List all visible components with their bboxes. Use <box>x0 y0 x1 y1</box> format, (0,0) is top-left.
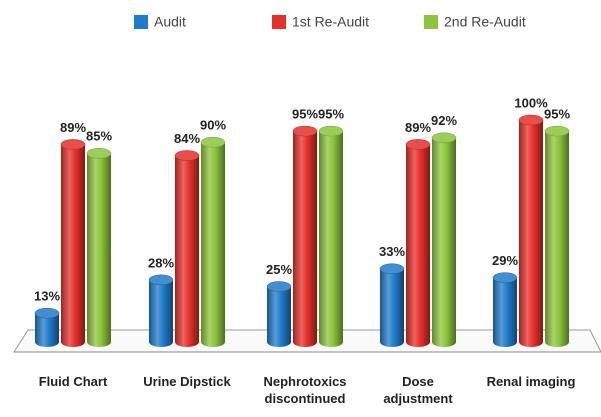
bar-body <box>319 131 343 342</box>
bar-base <box>35 337 59 347</box>
data-label: 100% <box>514 95 548 110</box>
data-label: 90% <box>200 118 226 133</box>
data-label: 95% <box>318 107 344 122</box>
bar-base <box>380 337 404 347</box>
data-label: 33% <box>379 244 405 259</box>
bar-cap <box>148 274 174 286</box>
x-tick-label: Renal imaging <box>486 374 576 389</box>
bar-cap <box>379 263 405 274</box>
data-label: 89% <box>60 120 86 135</box>
bar <box>379 263 405 347</box>
bar-body <box>61 144 85 342</box>
bar-cap <box>60 139 86 150</box>
bar-cap <box>544 125 570 137</box>
legend-swatch <box>424 15 438 29</box>
bar-base <box>432 337 456 347</box>
bar-base <box>319 337 343 347</box>
data-label: 13% <box>34 289 60 304</box>
bar-body <box>175 155 199 342</box>
x-tick-label: Fluid Chart <box>38 374 108 389</box>
x-tick-label: Urine Dipstick <box>143 374 231 389</box>
bar-base <box>519 337 543 347</box>
bar <box>148 274 174 347</box>
data-label: 85% <box>86 129 112 144</box>
data-label: 95% <box>292 107 318 122</box>
legend-label: 2nd Re-Audit <box>444 14 526 30</box>
bar-body <box>267 286 291 342</box>
bar-base <box>545 337 569 347</box>
bar-cap <box>292 125 318 137</box>
bar-base <box>406 337 430 347</box>
bar <box>266 281 292 347</box>
bar-base <box>267 337 291 347</box>
bar-body <box>406 144 430 342</box>
bar-body <box>293 131 317 342</box>
bar-body <box>493 277 517 342</box>
data-label: 89% <box>405 120 431 135</box>
bar-cap <box>518 114 544 126</box>
bar <box>544 125 570 347</box>
bar-body <box>201 142 225 342</box>
bar-base <box>175 337 199 347</box>
bar <box>86 148 112 347</box>
bar-base <box>293 337 317 347</box>
data-label: 92% <box>431 113 457 128</box>
data-label: 28% <box>148 255 174 270</box>
bar-cap <box>174 150 200 161</box>
x-tick-label: Nephrotoxics discontinued <box>263 374 347 406</box>
bar-body <box>380 268 404 342</box>
bar-body <box>149 279 173 342</box>
bar-base <box>201 337 225 347</box>
bar <box>405 139 431 347</box>
bar-body <box>432 137 456 342</box>
data-label: 95% <box>544 107 570 122</box>
bar-body <box>545 131 569 342</box>
bar-base <box>87 337 111 347</box>
bar-cap <box>431 132 457 144</box>
legend-label: Audit <box>154 14 186 30</box>
bar <box>431 132 457 347</box>
legend-swatch <box>272 15 286 29</box>
bar-cap <box>34 307 60 319</box>
bar-body <box>87 153 111 342</box>
bar-body <box>519 120 543 342</box>
bar <box>200 136 226 347</box>
bar-cap <box>200 136 226 148</box>
bar-base <box>149 337 173 347</box>
bar-cap <box>266 281 292 292</box>
bar <box>518 114 544 347</box>
data-label: 84% <box>174 131 200 146</box>
data-label: 29% <box>492 253 518 268</box>
bar-base <box>493 337 517 347</box>
bar <box>492 272 518 347</box>
bar-cap <box>405 139 431 150</box>
legend-label: 1st Re-Audit <box>292 14 369 30</box>
bar-cap <box>318 125 344 137</box>
bar-cap <box>492 272 518 283</box>
bar <box>174 150 200 347</box>
bar <box>292 125 318 347</box>
bar-base <box>61 337 85 347</box>
x-tick-label: Dose adjustment <box>383 374 453 406</box>
bar <box>34 307 60 347</box>
bar <box>60 139 86 347</box>
data-label: 25% <box>266 262 292 277</box>
legend-swatch <box>134 15 148 29</box>
bar-cap <box>86 148 112 159</box>
bar <box>318 125 344 347</box>
